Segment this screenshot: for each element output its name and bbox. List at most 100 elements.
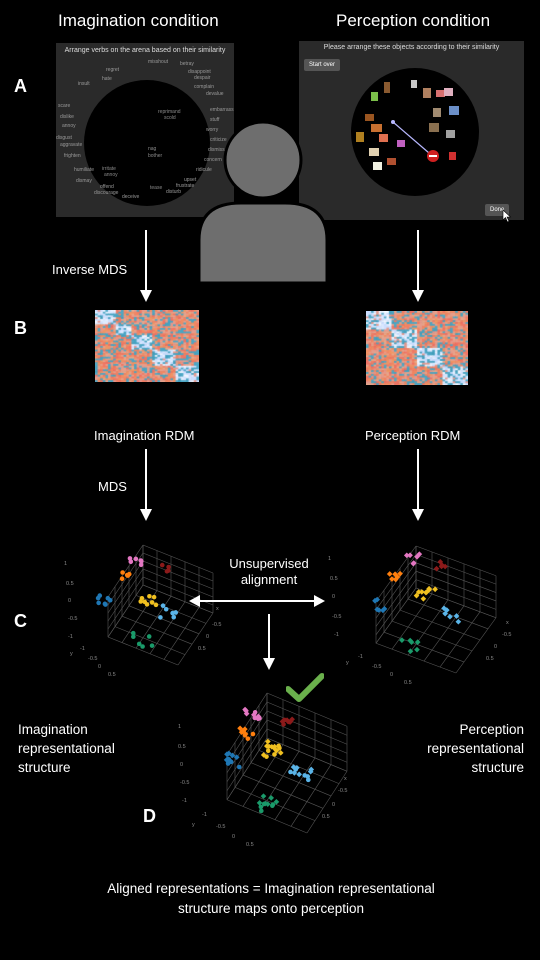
verb-word[interactable]: upset <box>184 177 197 183</box>
axis-tick-label: 0.5 <box>198 646 206 652</box>
axis-tick-label: 0.5 <box>322 814 330 820</box>
plot-point <box>130 630 136 636</box>
plot-point <box>281 722 286 727</box>
plot-point <box>236 764 242 770</box>
verb-word[interactable]: betray <box>180 61 194 67</box>
panel-letter-c: C <box>14 611 27 631</box>
imagination-arena-circle[interactable] <box>84 80 210 206</box>
panel-letter-b: B <box>14 318 27 338</box>
plot-point <box>131 634 136 640</box>
verb-word[interactable]: aggravate <box>60 142 83 148</box>
axis-tick-label: 0 <box>68 598 71 604</box>
axis-tick-label: 0 <box>332 594 335 600</box>
plot-point <box>126 571 132 577</box>
verb-word[interactable]: frustrate <box>176 183 195 189</box>
verb-word[interactable]: disgust <box>56 135 72 141</box>
arrow-down-imagination-bc <box>140 449 152 521</box>
axis-tick-label: -1 <box>68 634 73 640</box>
axis-tick-label: -1 <box>202 812 207 818</box>
plot-point <box>146 634 152 639</box>
plot-point <box>433 565 440 572</box>
verb-word[interactable]: embarrass <box>210 107 234 113</box>
verb-word[interactable]: offend <box>100 184 114 190</box>
verb-word[interactable]: deceive <box>122 194 140 200</box>
plot-point <box>264 754 269 759</box>
start-over-button[interactable]: Start over <box>304 59 341 71</box>
plot-point <box>258 804 264 810</box>
verb-word[interactable]: disappoint <box>188 69 211 75</box>
plot-point <box>147 593 152 599</box>
object-thumbnail <box>373 162 382 170</box>
verb-word[interactable]: stuff <box>210 117 220 123</box>
axis-tick-label: 0.5 <box>404 680 412 686</box>
verb-word[interactable]: worry <box>206 127 219 133</box>
plot-point <box>165 568 171 573</box>
verb-word[interactable]: dismay <box>76 178 92 184</box>
axis-tick-label: -0.5 <box>212 622 221 628</box>
verb-word[interactable]: scold <box>164 115 176 121</box>
plot-point <box>149 643 155 648</box>
axis-tick-label: -0.5 <box>88 656 97 662</box>
plot-point <box>242 732 248 738</box>
plot-point <box>252 715 258 721</box>
axis-tick-label: -1 <box>358 654 363 660</box>
perception-rdm-label: Perception RDM <box>365 428 461 443</box>
verb-word[interactable]: devalue <box>206 91 224 97</box>
verb-word[interactable]: regret <box>106 67 120 73</box>
verb-word[interactable]: discourage <box>94 190 119 196</box>
check-mark-icon <box>286 673 324 702</box>
plot-point <box>95 595 101 601</box>
plot-point <box>447 613 453 620</box>
plot-point <box>225 756 231 762</box>
plot-point <box>265 748 271 754</box>
plot-point <box>293 767 298 772</box>
plot-point <box>273 799 280 805</box>
object-thumbnail <box>444 88 453 96</box>
axis-tick-label: 0 <box>332 802 335 808</box>
verb-word[interactable]: tease <box>150 185 163 191</box>
verb-word[interactable]: irritate <box>102 166 116 172</box>
axis-tick-label: 0.5 <box>486 656 494 662</box>
verb-word[interactable]: bother <box>148 153 163 159</box>
similarity-line <box>392 121 430 154</box>
verb-word[interactable]: disturb <box>166 189 182 195</box>
axis-tick-label: 1 <box>64 561 67 567</box>
verb-word[interactable]: frighten <box>64 153 81 159</box>
verb-word[interactable]: humiliate <box>74 167 95 173</box>
plot-points <box>223 706 315 814</box>
verb-word[interactable]: scare <box>58 103 71 109</box>
axis-tick-label: y <box>192 822 195 828</box>
verb-word[interactable]: insult <box>78 81 90 87</box>
verb-word[interactable]: concern <box>204 157 222 163</box>
panel-letter-a: A <box>14 76 27 96</box>
verb-word[interactable]: criticize <box>210 137 227 143</box>
mds-label: MDS <box>98 479 127 494</box>
axis-tick-label: 0 <box>206 634 209 640</box>
verb-word[interactable]: ridicule <box>196 167 212 173</box>
verb-word[interactable]: dismiss <box>208 147 225 153</box>
verb-word[interactable]: annoy <box>62 123 76 129</box>
plot-point <box>288 769 293 775</box>
verb-word[interactable]: reprimand <box>158 109 181 115</box>
verb-word[interactable]: complain <box>194 84 215 90</box>
plot-point <box>250 731 256 737</box>
plot-point <box>261 801 267 807</box>
object-thumbnail <box>397 140 405 147</box>
axis-tick-label: 0.5 <box>330 576 338 582</box>
verb-word[interactable]: misshout <box>148 59 169 65</box>
object-thumbnail <box>436 90 445 97</box>
verb-word[interactable]: annoy <box>104 172 118 178</box>
verb-word[interactable]: dislike <box>60 114 74 120</box>
object-thumbnail <box>379 134 388 142</box>
axis-tick-label: -0.5 <box>180 780 189 786</box>
verb-word[interactable]: despair <box>194 75 211 81</box>
axis-tick-label: -0.5 <box>216 824 225 830</box>
plot-point <box>270 802 276 807</box>
plot-point <box>138 562 144 568</box>
perception-arena-circle[interactable] <box>351 68 479 196</box>
verb-word[interactable]: nag <box>148 146 157 152</box>
object-thumbnails <box>356 80 459 170</box>
similarity-line-end <box>391 120 395 124</box>
plot-point <box>171 614 177 620</box>
verb-word[interactable]: hate <box>102 76 112 82</box>
